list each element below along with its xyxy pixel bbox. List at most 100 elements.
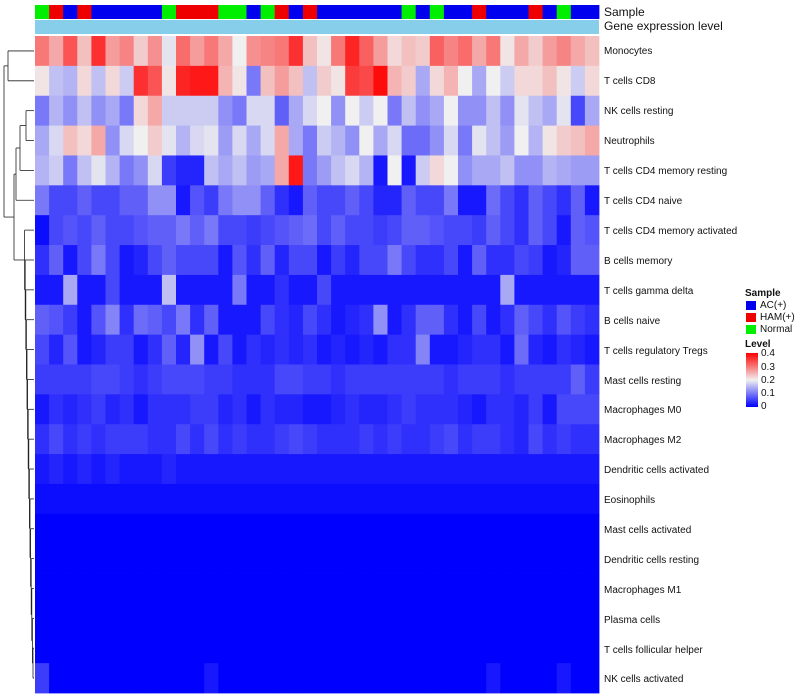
heatmap-cell — [161, 155, 177, 186]
heatmap-cell — [147, 245, 163, 276]
heatmap-cell — [500, 603, 515, 634]
heatmap-cell — [429, 125, 445, 156]
heatmap-cell — [133, 274, 149, 306]
heatmap-cell — [119, 125, 135, 156]
heatmap-cell — [77, 304, 92, 336]
heatmap-cell — [218, 304, 233, 336]
heatmap-cell — [584, 513, 600, 545]
heatmap-cell — [317, 483, 332, 515]
heatmap-cell — [317, 274, 332, 306]
heatmap-cell — [176, 185, 191, 216]
heatmap-cell — [190, 454, 205, 485]
sample-annotation-cell — [584, 5, 600, 19]
heatmap-cell — [218, 424, 233, 455]
heatmap-cell — [514, 274, 529, 306]
heatmap-cell — [514, 364, 529, 395]
heatmap-cell — [133, 483, 149, 515]
heatmap-cell — [415, 334, 431, 365]
heatmap-cell — [359, 245, 374, 276]
heatmap-cell — [514, 125, 529, 156]
heatmap-cell — [472, 663, 487, 694]
heatmap-cell — [359, 394, 374, 425]
heatmap-cell — [415, 454, 431, 485]
heatmap-cell — [161, 633, 177, 664]
heatmap-cell — [302, 65, 318, 97]
heatmap-cell — [91, 36, 106, 67]
heatmap-cell — [345, 633, 360, 664]
heatmap-cell — [458, 125, 473, 156]
heatmap-cell — [373, 274, 388, 306]
heatmap-cell — [190, 364, 205, 395]
heatmap-cell — [486, 334, 501, 365]
heatmap-cell — [429, 185, 445, 216]
expression-annotation-bar — [35, 20, 599, 34]
heatmap-cell — [570, 394, 586, 425]
heatmap-cell — [387, 424, 402, 455]
heatmap-cell — [246, 424, 261, 455]
heatmap-cell — [359, 663, 374, 694]
heatmap-cell — [246, 65, 261, 97]
heatmap-cell — [91, 543, 106, 574]
heatmap-cell — [147, 334, 163, 365]
heatmap-cell — [415, 483, 431, 515]
heatmap-cell — [570, 364, 586, 395]
heatmap-cell — [345, 215, 360, 246]
heatmap-cell — [91, 274, 106, 306]
heatmap-cell — [401, 633, 417, 664]
heatmap-cell — [133, 304, 149, 336]
heatmap-cell — [63, 155, 78, 186]
heatmap-cell — [302, 483, 318, 515]
heatmap-cell — [176, 454, 191, 485]
heatmap-cell — [443, 215, 459, 246]
heatmap-cell — [49, 513, 64, 545]
sample-annotation-cell — [429, 5, 445, 19]
heatmap-cell — [274, 633, 290, 664]
heatmap-cell — [528, 155, 543, 186]
row-label: T cells gamma delta — [604, 286, 694, 297]
heatmap-cell — [317, 513, 332, 545]
heatmap-cell — [556, 36, 572, 67]
heatmap-cell — [443, 36, 459, 67]
heatmap-cell — [401, 334, 417, 365]
heatmap-cell — [401, 245, 417, 276]
heatmap-cell — [486, 185, 501, 216]
heatmap-cell — [232, 663, 247, 694]
heatmap-cell — [570, 185, 586, 216]
heatmap-cell — [218, 65, 233, 97]
heatmap-cell — [472, 125, 487, 156]
heatmap-cell — [317, 364, 332, 395]
heatmap-cell — [514, 573, 529, 604]
row-label: T cells follicular helper — [604, 645, 703, 656]
heatmap-cell — [302, 36, 318, 67]
heatmap-cell — [401, 125, 417, 156]
heatmap-cell — [35, 454, 50, 485]
heatmap-cell — [190, 245, 205, 276]
sample-annotation-cell — [302, 5, 318, 19]
annotation-label-sample: Sample — [604, 5, 645, 19]
row-label: Eosinophils — [604, 495, 656, 506]
heatmap-cell — [528, 603, 543, 634]
sample-annotation-cell — [458, 5, 473, 19]
heatmap-cell — [443, 633, 459, 664]
heatmap-cell — [63, 125, 78, 156]
heatmap-cell — [443, 543, 459, 574]
heatmap-cell — [415, 215, 431, 246]
heatmap-cell — [274, 603, 290, 634]
heatmap-cell — [105, 573, 120, 604]
heatmap-cell — [35, 334, 50, 365]
heatmap-cell — [91, 513, 106, 545]
heatmap-cell — [542, 663, 558, 694]
sample-annotation-bar — [35, 5, 600, 19]
heatmap-cell — [570, 573, 586, 604]
heatmap-cell — [317, 65, 332, 97]
heatmap-cell — [49, 304, 64, 336]
heatmap-cell — [190, 513, 205, 545]
heatmap-cell — [458, 334, 473, 365]
heatmap-cell — [119, 394, 135, 425]
heatmap-cell — [218, 364, 233, 395]
heatmap-cell — [373, 603, 388, 634]
heatmap-cell — [472, 36, 487, 67]
heatmap-cell — [556, 95, 572, 126]
heatmap-cell — [147, 663, 163, 694]
heatmap-cell — [486, 245, 501, 276]
